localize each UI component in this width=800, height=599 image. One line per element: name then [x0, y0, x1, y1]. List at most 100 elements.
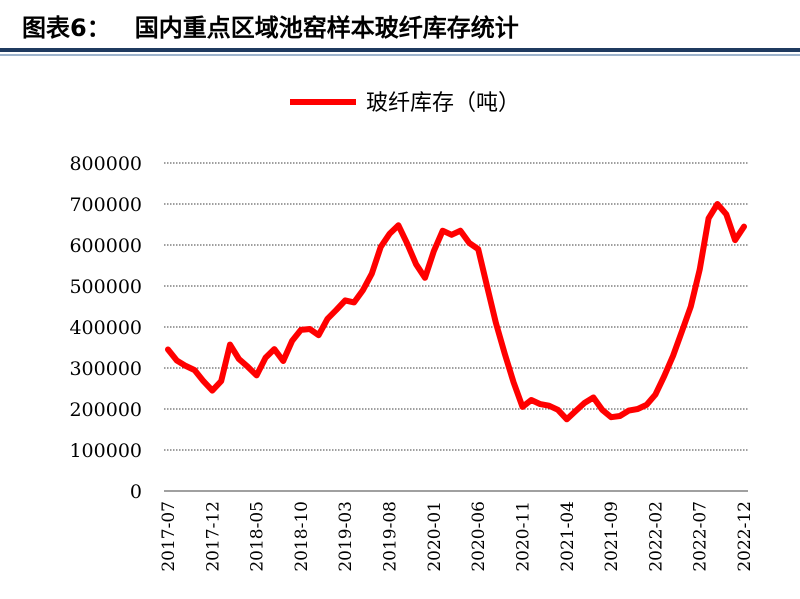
data-point: [637, 408, 639, 410]
data-point: [300, 329, 302, 331]
x-tick-label: 2022-12: [735, 501, 755, 572]
data-point: [477, 248, 479, 250]
grid-lines: [164, 162, 748, 492]
data-point: [291, 340, 293, 342]
data-point: [708, 217, 710, 219]
figure-number: 图表6：: [22, 14, 111, 42]
y-tick-label: 400000: [69, 317, 142, 339]
y-tick-label: 0: [130, 481, 142, 503]
data-point: [229, 344, 231, 346]
data-point: [247, 366, 249, 368]
data-point: [265, 357, 266, 359]
x-tick-label: 2019-03: [336, 501, 356, 572]
x-tick-label: 2022-02: [646, 501, 666, 572]
data-point: [353, 301, 355, 303]
data-point: [575, 410, 577, 412]
y-tick-label: 100000: [69, 440, 142, 462]
y-axis-ticks: 0 100000 200000 300000 400000 500000 600000 700…: [69, 153, 142, 503]
data-point: [716, 203, 718, 205]
data-point: [211, 390, 213, 392]
x-tick-label: 2018-05: [248, 501, 268, 572]
data-point: [592, 397, 594, 398]
data-point: [468, 242, 470, 244]
data-point: [415, 263, 417, 265]
data-point: [176, 360, 178, 362]
x-tick-label: 2018-10: [292, 501, 312, 572]
data-point: [380, 246, 382, 248]
data-point: [530, 399, 532, 401]
header-rule-light: [0, 54, 800, 56]
series-line: [165, 201, 747, 423]
data-point: [601, 409, 603, 411]
data-point: [309, 328, 311, 330]
data-point: [194, 369, 196, 371]
data-point: [362, 289, 364, 291]
data-point: [584, 402, 585, 404]
data-point: [566, 418, 568, 420]
data-point: [504, 353, 506, 355]
y-tick-label: 300000: [69, 358, 142, 380]
data-point: [459, 230, 461, 232]
figure-title: 图表6： 国内重点区域池窑样本玻纤库存统计: [22, 8, 519, 43]
data-point: [433, 250, 435, 252]
x-tick-label: 2017-12: [203, 501, 223, 572]
data-point: [273, 348, 275, 350]
data-point: [238, 358, 240, 360]
y-tick-label: 700000: [69, 194, 142, 216]
x-tick-label: 2020-11: [513, 501, 533, 572]
figure-title-text: 国内重点区域池窑样本玻纤库存统计: [134, 14, 519, 42]
data-point: [185, 365, 187, 367]
data-point: [318, 334, 320, 336]
data-point: [335, 309, 337, 311]
x-tick-label: 2020-06: [469, 501, 489, 572]
data-point: [327, 318, 328, 320]
x-tick-label: 2021-04: [558, 501, 578, 572]
data-point: [389, 233, 390, 235]
data-point: [539, 403, 541, 405]
data-point: [371, 273, 373, 275]
data-point: [406, 243, 408, 245]
data-point: [282, 360, 284, 362]
x-tick-label: 2022-07: [691, 501, 711, 572]
data-point: [397, 224, 399, 226]
data-point: [690, 306, 692, 307]
data-point: [610, 416, 612, 418]
y-tick-label: 200000: [69, 399, 142, 421]
data-point: [646, 404, 647, 406]
data-point: [486, 285, 488, 287]
header-rule-dark: [0, 48, 800, 52]
data-point: [681, 330, 683, 332]
x-tick-label: 2021-09: [602, 501, 622, 572]
data-point: [256, 374, 258, 376]
data-point: [557, 409, 559, 411]
data-point: [548, 405, 550, 407]
x-tick-label: 2020-01: [425, 501, 445, 572]
x-tick-label: 2017-07: [159, 501, 179, 572]
data-point: [699, 269, 701, 271]
data-point: [522, 406, 523, 408]
y-tick-label: 600000: [69, 235, 142, 257]
data-point: [672, 355, 674, 357]
data-point: [220, 380, 222, 382]
legend: 玻纤库存（吨）: [290, 91, 520, 116]
data-point: [202, 380, 204, 382]
data-point: [451, 234, 453, 236]
data-point: [734, 239, 736, 241]
legend-label: 玻纤库存（吨）: [366, 91, 520, 116]
x-tick-label: 2019-08: [381, 501, 401, 572]
data-point: [513, 381, 515, 383]
y-tick-label: 500000: [69, 276, 142, 298]
data-point: [442, 230, 444, 232]
x-axis-ticks: 2017-07 2017-12 2018-05 2018-10 2019-03 2019-…: [159, 501, 755, 572]
data-point: [743, 226, 745, 228]
data-point: [424, 277, 426, 279]
data-point: [628, 410, 630, 412]
data-point: [495, 322, 497, 324]
data-point: [167, 349, 169, 350]
data-point: [725, 213, 727, 215]
y-tick-label: 800000: [69, 153, 142, 175]
data-point: [344, 299, 346, 301]
data-point: [663, 375, 665, 377]
data-point: [619, 415, 621, 417]
